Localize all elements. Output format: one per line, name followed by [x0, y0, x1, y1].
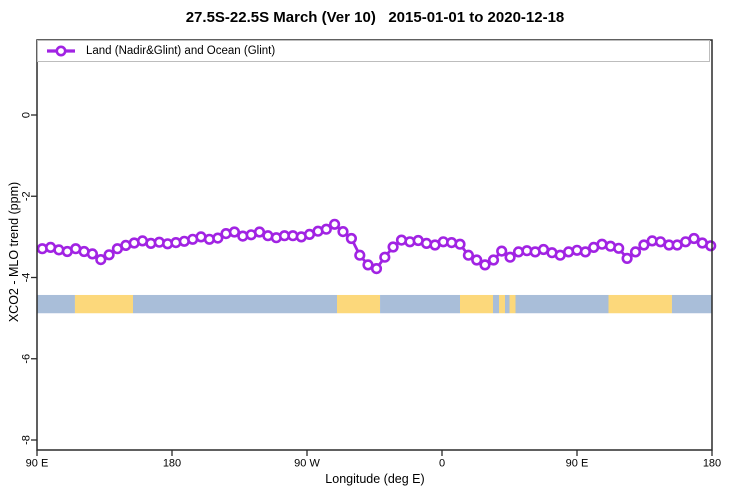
data-point: [487, 254, 500, 266]
data-point: [454, 238, 466, 250]
data-point: [337, 226, 349, 238]
data-point: [420, 237, 433, 249]
data-point: [86, 248, 98, 260]
x-axis-ticks: 90 E 180 90 W 0 90 E 180: [26, 450, 721, 470]
band-segment-ocean: [493, 294, 499, 314]
surface-band: [37, 294, 712, 314]
data-point: [387, 241, 399, 253]
band-segment-ocean: [505, 294, 510, 314]
data-point: [212, 232, 224, 244]
band-segment-land: [608, 294, 672, 314]
data-point: [345, 232, 358, 245]
data-point: [579, 246, 592, 258]
x-tick-label: 180: [703, 458, 721, 470]
data-point: [471, 254, 483, 266]
data-point: [629, 246, 642, 258]
legend: Land (Nadir&Glint) and Ocean (Glint): [37, 40, 710, 62]
data-point: [613, 242, 625, 254]
data-point: [462, 249, 475, 261]
y-tick-label: -2: [21, 191, 33, 201]
y-axis-label: XCO2 - MLO trend (ppm): [7, 181, 21, 323]
x-tick-label: 90 E: [26, 458, 49, 470]
x-axis-label: Longitude (deg E): [325, 472, 425, 486]
band-segment-ocean: [515, 294, 609, 314]
band-segment-ocean: [380, 294, 460, 314]
data-point: [638, 239, 650, 251]
band-segment-land: [74, 294, 133, 314]
y-tick-label: -8: [21, 435, 33, 445]
band-segment-ocean: [37, 294, 75, 314]
band-segment-land: [499, 294, 505, 314]
x-tick-label: 90 W: [294, 458, 320, 470]
data-point: [228, 226, 240, 238]
band-segment-land: [509, 294, 516, 314]
y-tick-label: -4: [21, 273, 33, 283]
legend-marker-icon: [47, 45, 75, 57]
band-segment-land: [337, 294, 381, 314]
data-point: [354, 249, 366, 261]
band-segment-land: [460, 294, 493, 314]
band-segment-ocean: [133, 294, 337, 314]
data-point: [479, 259, 491, 271]
y-tick-label: 0: [21, 112, 33, 118]
data-point: [370, 263, 383, 275]
data-point: [379, 251, 391, 263]
data-point: [95, 254, 107, 266]
data-point: [103, 249, 115, 261]
data-point: [329, 218, 341, 230]
data-point: [504, 251, 516, 263]
data-point: [320, 223, 332, 235]
x-tick-label: 0: [439, 458, 445, 470]
legend-label: Land (Nadir&Glint) and Ocean (Glint): [86, 45, 276, 57]
x-tick-label: 90 E: [566, 458, 589, 470]
y-tick-label: -6: [21, 354, 33, 364]
band-segment-ocean: [671, 294, 712, 314]
data-point: [705, 240, 717, 252]
data-point: [621, 252, 633, 264]
data-point: [688, 232, 700, 245]
data-series: [36, 218, 717, 275]
y-axis-ticks: 0 -2 -4 -6 -8: [21, 112, 37, 445]
chart-title: 27.5S-22.5S March (Ver 10) 2015-01-01 to…: [185, 9, 565, 26]
data-point: [496, 245, 508, 257]
x-tick-label: 180: [163, 458, 181, 470]
